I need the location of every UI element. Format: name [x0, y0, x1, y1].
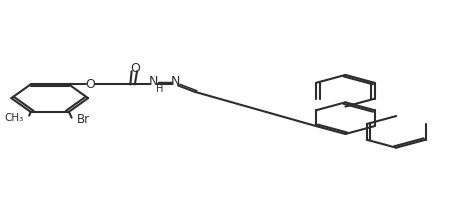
Text: H: H: [156, 84, 163, 94]
Text: O: O: [130, 62, 139, 75]
Text: O: O: [86, 78, 95, 91]
Text: CH₃: CH₃: [4, 113, 23, 123]
Text: N: N: [149, 75, 158, 88]
Text: N: N: [171, 75, 180, 88]
Text: Br: Br: [77, 113, 90, 126]
